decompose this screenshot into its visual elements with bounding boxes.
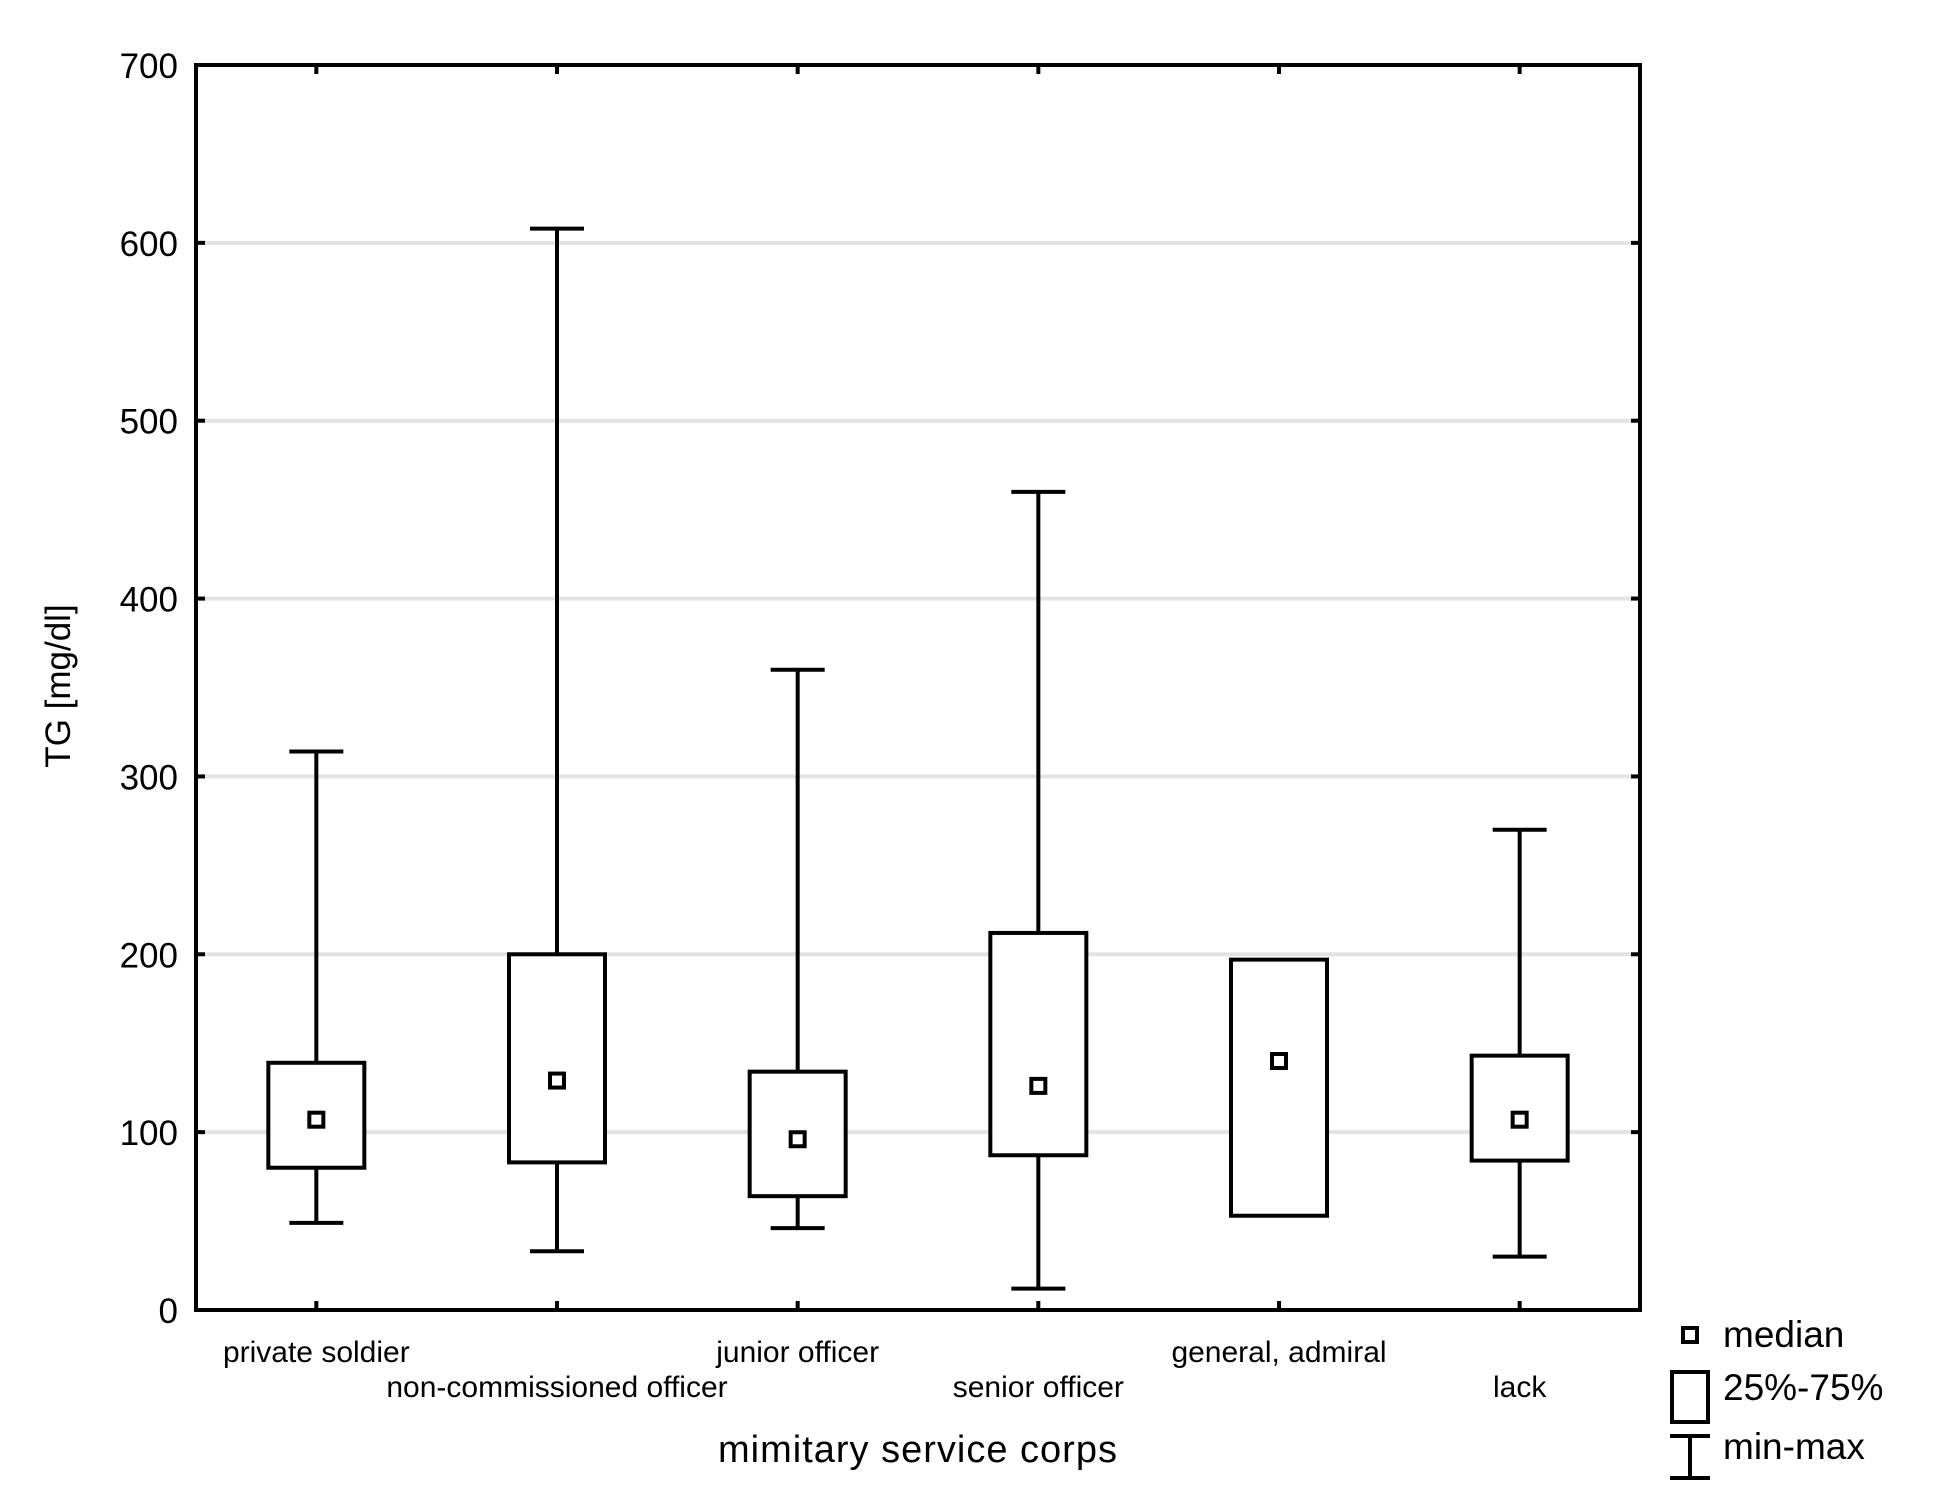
- iqr-box: [1469, 1053, 1570, 1163]
- y-tick-label: 200: [120, 936, 178, 975]
- y-tick-label: 100: [120, 1114, 178, 1153]
- box-group: [1229, 957, 1329, 1218]
- median-marker: [788, 1130, 807, 1149]
- legend-label: median: [1723, 1314, 1844, 1355]
- x-category-label: junior officer: [715, 1336, 879, 1369]
- median-marker: [307, 1110, 326, 1129]
- box-rect-icon: [1670, 1370, 1710, 1424]
- legend-label: 25%-75%: [1723, 1367, 1883, 1408]
- y-tick-label: 700: [120, 47, 178, 86]
- y-tick-label: 600: [120, 225, 178, 264]
- iqr-box: [1229, 957, 1329, 1218]
- iqr-box: [507, 952, 607, 1165]
- y-tick-label: 400: [120, 581, 178, 620]
- box-group: [1469, 827, 1570, 1259]
- plot-frame: [194, 63, 1642, 1312]
- legend-label: min-max: [1723, 1426, 1865, 1467]
- median-square-icon: [1681, 1326, 1699, 1344]
- x-category-label: private soldier: [223, 1336, 410, 1369]
- boxes-layer: [266, 226, 1570, 1291]
- y-tick-label: 500: [120, 403, 178, 442]
- x-axis-title: mimitary service corps: [718, 1429, 1118, 1471]
- box-group: [266, 749, 367, 1225]
- legend: median 25%-75% min-max: [1670, 1314, 1883, 1480]
- whisker-icon: [1670, 1434, 1710, 1480]
- x-category-label: non-commissioned officer: [386, 1371, 727, 1404]
- median-marker: [1029, 1076, 1048, 1095]
- y-tick-label: 300: [120, 758, 178, 797]
- median-marker: [1270, 1052, 1288, 1070]
- grid-layer: [198, 240, 1638, 1135]
- x-category-label: general, admiral: [1171, 1336, 1386, 1369]
- median-marker: [1510, 1110, 1529, 1129]
- box-group: [747, 667, 848, 1231]
- y-axis-title: TG [mg/dl]: [39, 604, 78, 767]
- median-marker: [548, 1071, 566, 1090]
- iqr-box: [988, 930, 1089, 1158]
- y-tick-label: 0: [159, 1292, 178, 1331]
- x-category-label: senior officer: [953, 1371, 1124, 1404]
- x-category-label: lack: [1493, 1371, 1547, 1404]
- ticks-layer: [196, 63, 1640, 1312]
- labels-layer: 0 100 200 300 400 500 600 700 private soldiernon…: [120, 47, 1548, 1404]
- box-group: [507, 226, 607, 1254]
- box-group: [988, 489, 1089, 1291]
